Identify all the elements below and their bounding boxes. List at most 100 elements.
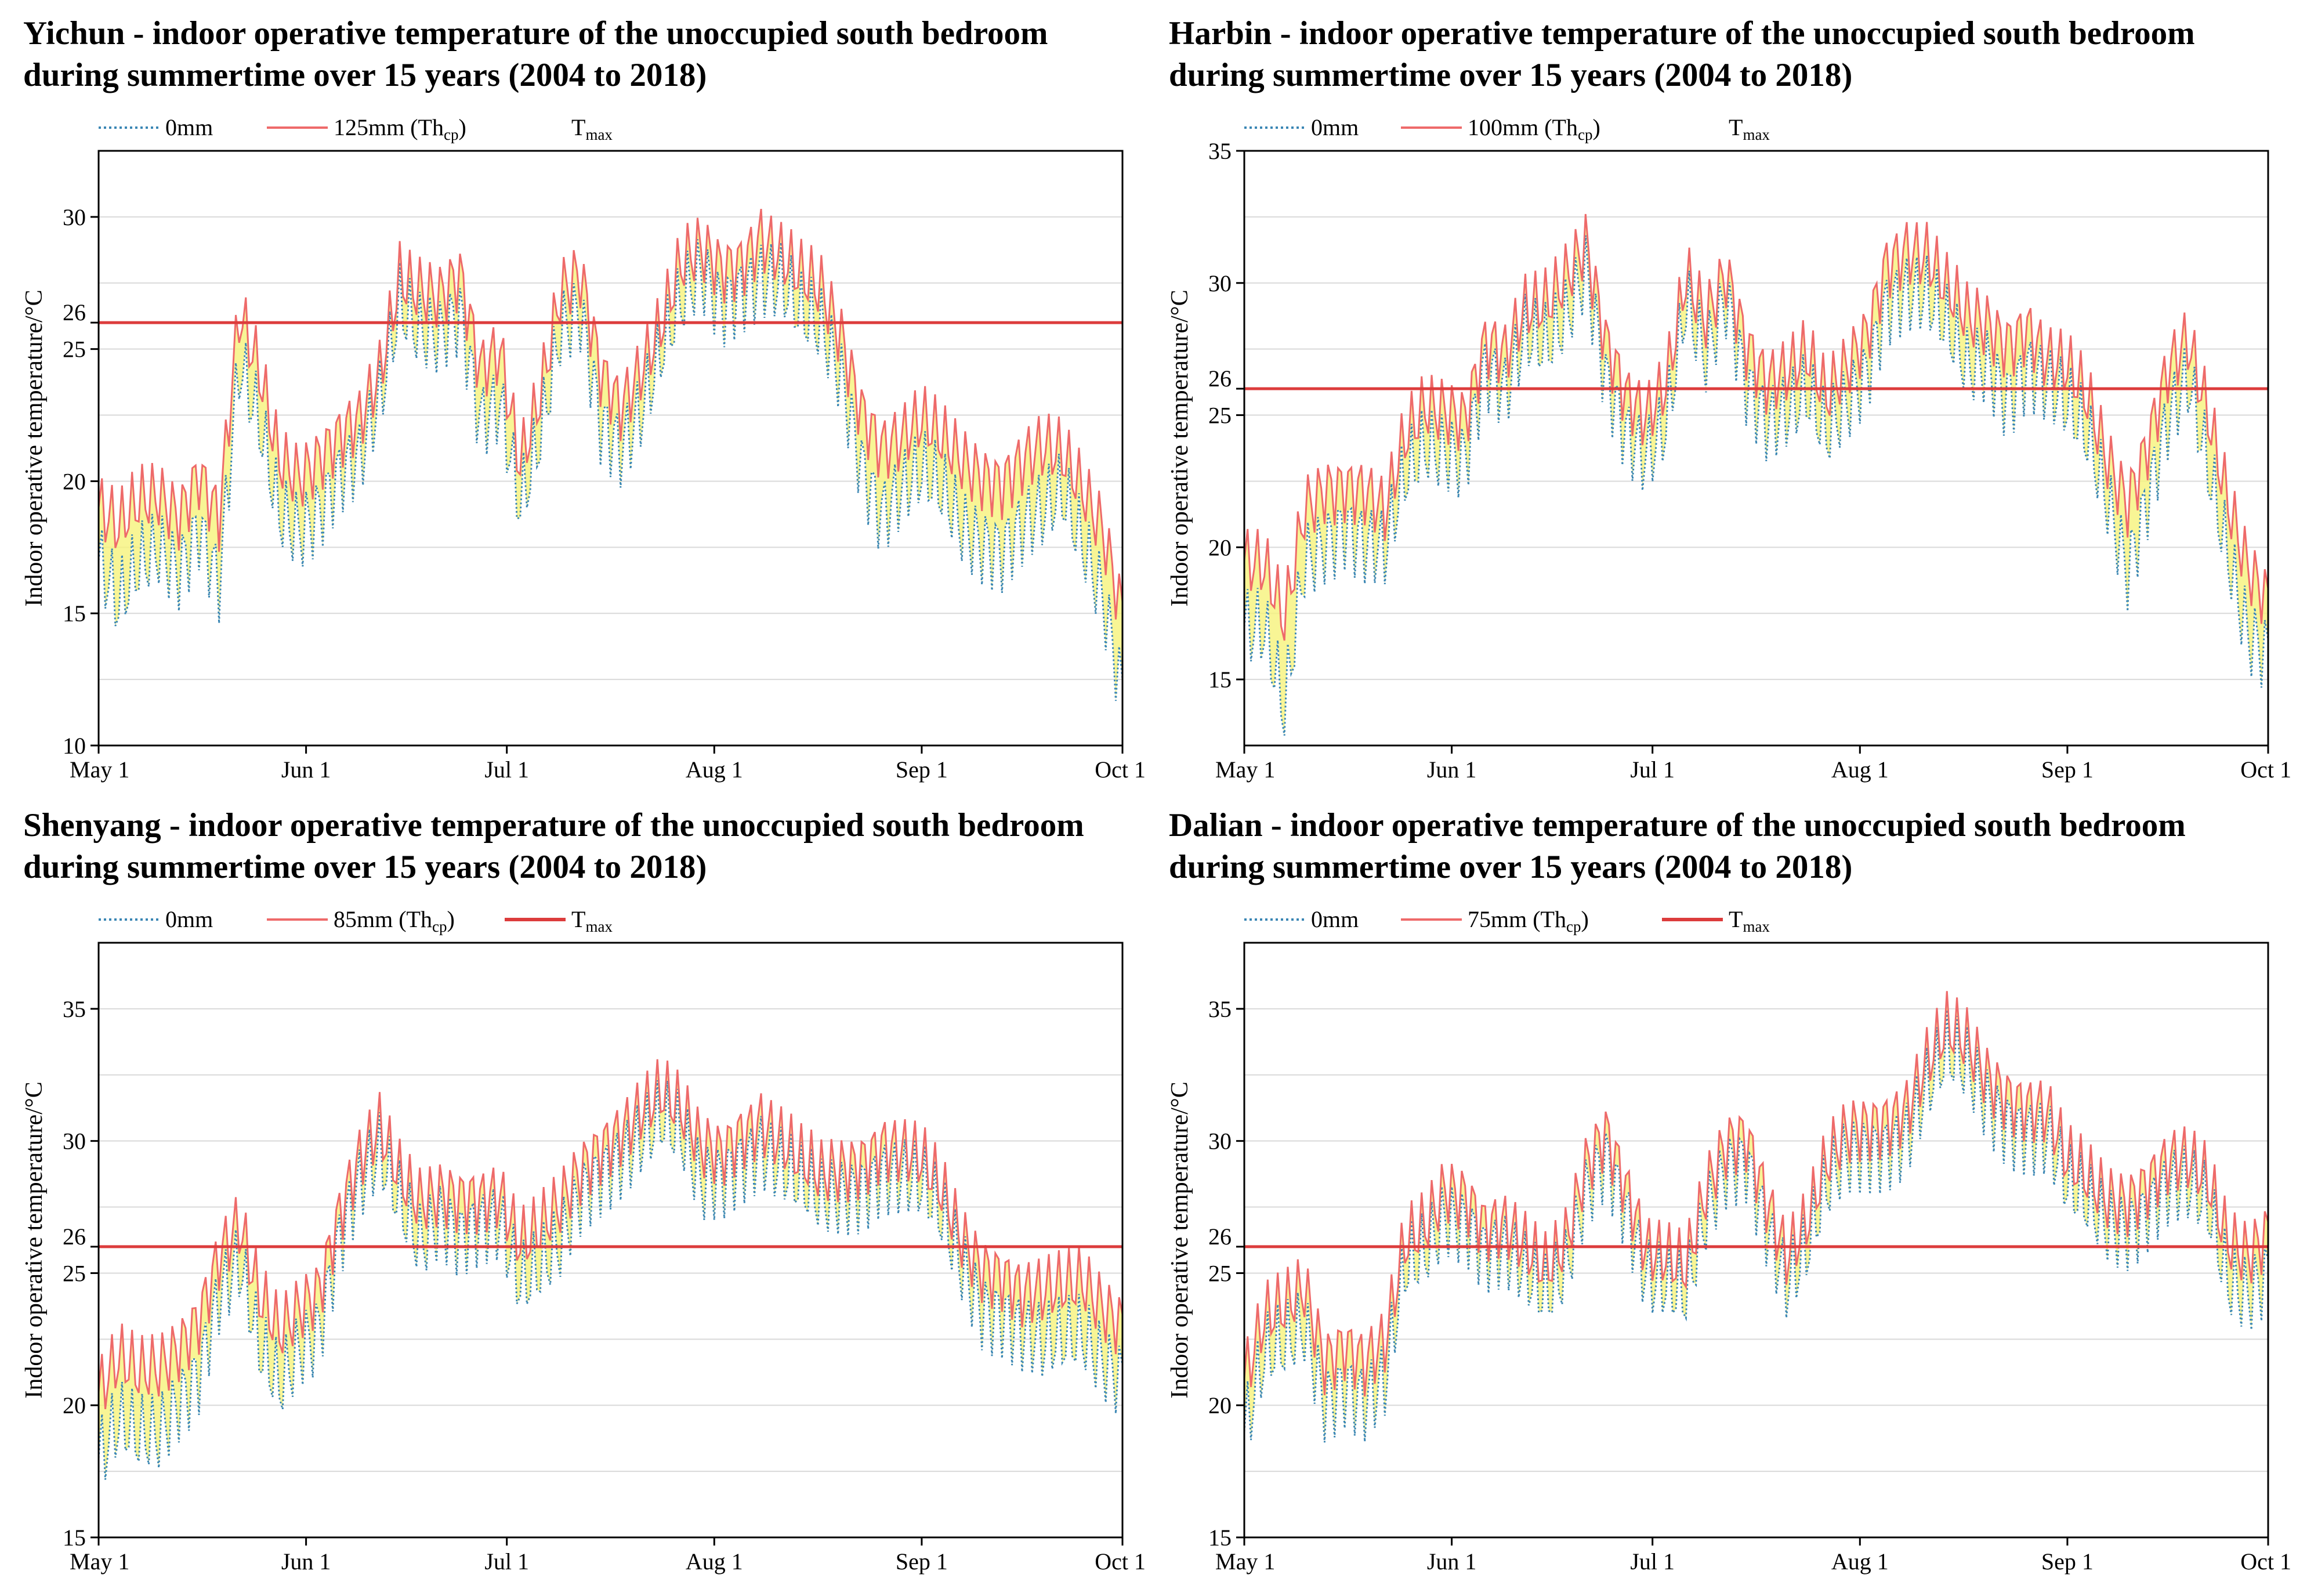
legend-swatch-insulated [1401,126,1462,129]
y-tick-label: 15 [1208,1525,1232,1551]
legend-swatch-tmax [505,918,566,921]
y-tick-label: 26 [63,299,86,325]
legend-swatch-insulated [267,126,328,129]
legend-label-insulated: 125mm (Thcp) [334,114,466,144]
chart-plot: 15 20 25 26 30 35 May 1 Jun 1 Jul 1 Aug 1 Sep 1 Oct… [1167,942,2291,1575]
title-line-2: during summertime over 15 years (2004 to… [23,57,707,93]
x-tick-label: May 1 [70,757,129,783]
y-tick-label: 15 [1208,667,1232,693]
panel-title: Shenyang - indoor operative temperature … [23,805,1084,888]
x-tick-label: Jul 1 [484,1548,529,1575]
series-line-insulated [1243,213,2269,641]
legend-label-tmax-sub: max [1743,126,1770,143]
chart-plot: 15 20 25 26 30 35 May 1 Jun 1 Jul 1 Aug 1 Sep 1 Oct… [1167,138,2291,783]
title-line-1: Shenyang - indoor operative temperature … [23,807,1084,844]
y-tick-label: 10 [63,733,86,759]
legend-label-baseline: 0mm [165,906,213,932]
x-tick-label: May 1 [1215,1548,1275,1575]
panel-yichun: Yichun - indoor operative temperature of… [0,0,1146,795]
title-line-1: Dalian - indoor operative temperature of… [1169,807,2186,844]
y-tick-label: 15 [63,600,86,627]
series-line-baseline [97,239,1124,701]
x-tick-label: Jun 1 [281,757,331,783]
y-tick-label: 30 [1208,1128,1232,1155]
legend-label-tmax-main: T [571,114,586,140]
legend-label-insulated-close: ) [458,114,466,140]
x-tick-label: Sep 1 [896,757,948,783]
chart-plot: 15 20 25 26 30 35 May 1 Jun 1 Jul 1 Aug 1 Sep 1 Oct… [21,942,1146,1575]
series-line-baseline [1243,1009,2269,1443]
y-tick-label: 35 [63,996,86,1022]
x-tick-label: Sep 1 [896,1548,948,1575]
legend-label-insulated-close: ) [1581,906,1589,932]
x-tick-label: Aug 1 [1831,1548,1889,1575]
y-tick-label: 20 [63,468,86,494]
legend-label-insulated: 85mm (Thcp) [334,906,455,936]
panel-title: Yichun - indoor operative temperature of… [23,13,1048,96]
panel-title: Harbin - indoor operative temperature of… [1169,13,2195,96]
y-tick-label: 35 [1208,996,1232,1022]
y-tick-label: 20 [1208,1392,1232,1418]
x-tick-label: Jul 1 [484,757,529,783]
legend-label-tmax-sub: max [585,918,613,935]
series-line-insulated [1243,991,2269,1397]
y-tick-label: 30 [1208,270,1232,296]
y-axis-label: Indoor operative temperature/°C [21,289,48,606]
title-line-1: Yichun - indoor operative temperature of… [23,15,1048,52]
legend-label-insulated-sub: cp [432,918,447,935]
legend-label-tmax-main: T [1729,114,1743,140]
x-tick-label: Jul 1 [1630,1548,1675,1575]
legend-label-insulated: 75mm (Thcp) [1468,906,1589,936]
legend-label-insulated-sub: cp [443,126,459,143]
legend-label-tmax-main: T [1729,906,1743,932]
legend-label-insulated-main: 75mm (Th [1468,906,1566,932]
title-line-1: Harbin - indoor operative temperature of… [1169,15,2195,52]
title-line-2: during summertime over 15 years (2004 to… [1169,57,1853,93]
series-gap-fill [99,209,1122,701]
legend-label-insulated-close: ) [447,906,455,932]
series-line-insulated [97,1059,1124,1409]
legend-swatch-tmax [1662,918,1723,921]
grid [1244,216,2268,681]
series-line-insulated [97,208,1124,620]
legend-label-insulated-main: 100mm (Th [1468,114,1578,140]
plot-frame [1243,942,2269,1539]
legend-label-tmax: Tmax [571,906,613,936]
y-tick-label: 20 [1208,534,1232,560]
x-tick-label: Oct 1 [2240,757,2291,783]
y-tick-label: 25 [63,1260,86,1286]
x-tick-label: Oct 1 [2240,1548,2291,1575]
x-tick-label: May 1 [1215,757,1275,783]
legend-label-tmax: Tmax [571,114,613,144]
legend-label-tmax-sub: max [585,126,613,143]
x-tick-label: Aug 1 [1831,757,1889,783]
title-line-2: during summertime over 15 years (2004 to… [1169,849,1853,885]
legend-label-baseline: 0mm [165,114,213,140]
panel-shenyang: Shenyang - indoor operative temperature … [0,792,1146,1587]
x-tick-label: Jun 1 [1427,757,1477,783]
y-axis-label: Indoor operative temperature/°C [1167,289,1193,606]
y-tick-label: 26 [1208,1224,1232,1250]
panel-harbin: Harbin - indoor operative temperature of… [1146,0,2291,795]
legend-label-insulated-sub: cp [1577,126,1593,143]
legend-label-tmax: Tmax [1729,906,1770,936]
legend-swatch-insulated [1401,918,1462,921]
legend-label-insulated: 100mm (Thcp) [1468,114,1600,144]
series-gap-fill [99,1059,1122,1480]
x-tick-label: Oct 1 [1095,1548,1146,1575]
legend-label-insulated-close: ) [1592,114,1600,140]
y-tick-label: 25 [1208,403,1232,429]
legend-label-tmax-main: T [571,906,586,932]
y-tick-label: 20 [63,1392,86,1418]
legend-label-baseline: 0mm [1311,906,1359,932]
x-tick-label: Jun 1 [1427,1548,1477,1575]
legend-label-insulated-main: 125mm (Th [334,114,444,140]
legend-label-baseline: 0mm [1311,114,1359,140]
x-tick-label: Oct 1 [1095,757,1146,783]
x-tick-label: Jun 1 [281,1548,331,1575]
legend-label-tmax-sub: max [1743,918,1770,935]
y-tick-label: 35 [1208,138,1232,164]
y-tick-label: 26 [63,1224,86,1250]
plot-frame [97,150,1124,747]
panel-dalian: Dalian - indoor operative temperature of… [1146,792,2291,1587]
